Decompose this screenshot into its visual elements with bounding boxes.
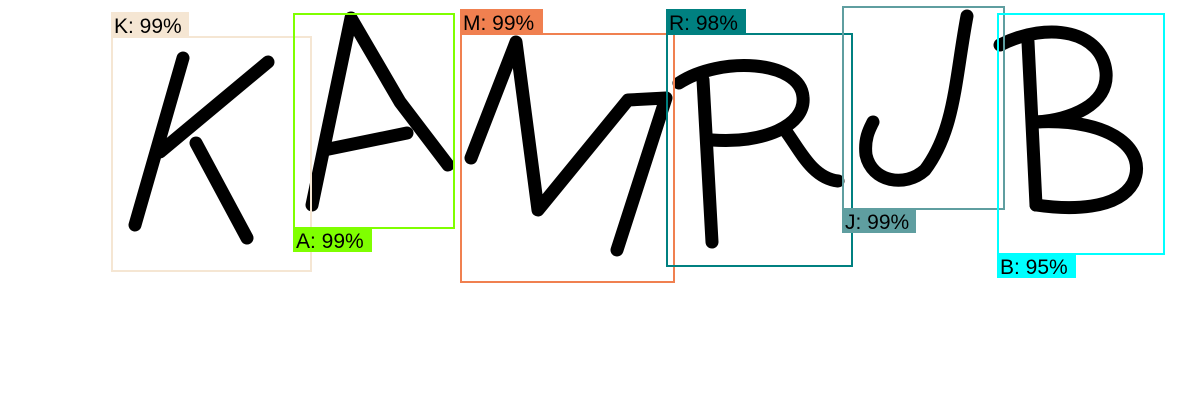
detection-j: J: 99% bbox=[842, 6, 1005, 234]
detection-k: K: 99% bbox=[111, 12, 312, 272]
detection-label-bg-b bbox=[997, 253, 1076, 278]
detection-a: A: 99% bbox=[293, 13, 455, 253]
detection-box-r bbox=[666, 33, 853, 267]
glyph-r bbox=[672, 59, 845, 249]
detection-label-r: R: 98% bbox=[669, 12, 738, 35]
detection-box-m bbox=[460, 33, 675, 283]
detection-m: M: 99% bbox=[460, 9, 675, 283]
glyph-m bbox=[464, 35, 673, 257]
detection-label-bg-j bbox=[842, 208, 916, 233]
detection-label-bg-m bbox=[460, 9, 543, 34]
detection-r: R: 98% bbox=[666, 9, 853, 267]
detection-label-bg-k bbox=[111, 12, 189, 37]
glyph-j bbox=[859, 9, 974, 187]
detection-label-a: A: 99% bbox=[296, 230, 364, 253]
glyph-a bbox=[305, 11, 455, 212]
glyph-k bbox=[128, 51, 275, 245]
detection-label-bg-r bbox=[666, 9, 746, 34]
glyph-b bbox=[993, 25, 1143, 215]
detection-label-j: J: 99% bbox=[845, 211, 909, 234]
detection-box-j bbox=[842, 6, 1005, 210]
detection-label-m: M: 99% bbox=[463, 12, 534, 35]
detection-label-bg-a bbox=[293, 227, 372, 252]
detection-box-a bbox=[293, 13, 455, 229]
detection-overlays: K: 99% A: 99% M: 99% R: 98% J: 99% B: 95… bbox=[111, 6, 1165, 283]
detection-label-k: K: 99% bbox=[114, 15, 182, 38]
captcha-glyphs bbox=[128, 9, 1143, 257]
detection-label-b: B: 95% bbox=[1000, 256, 1068, 279]
detection-box-k bbox=[111, 36, 312, 272]
detection-box-b bbox=[997, 13, 1165, 255]
detection-b: B: 95% bbox=[997, 13, 1165, 279]
